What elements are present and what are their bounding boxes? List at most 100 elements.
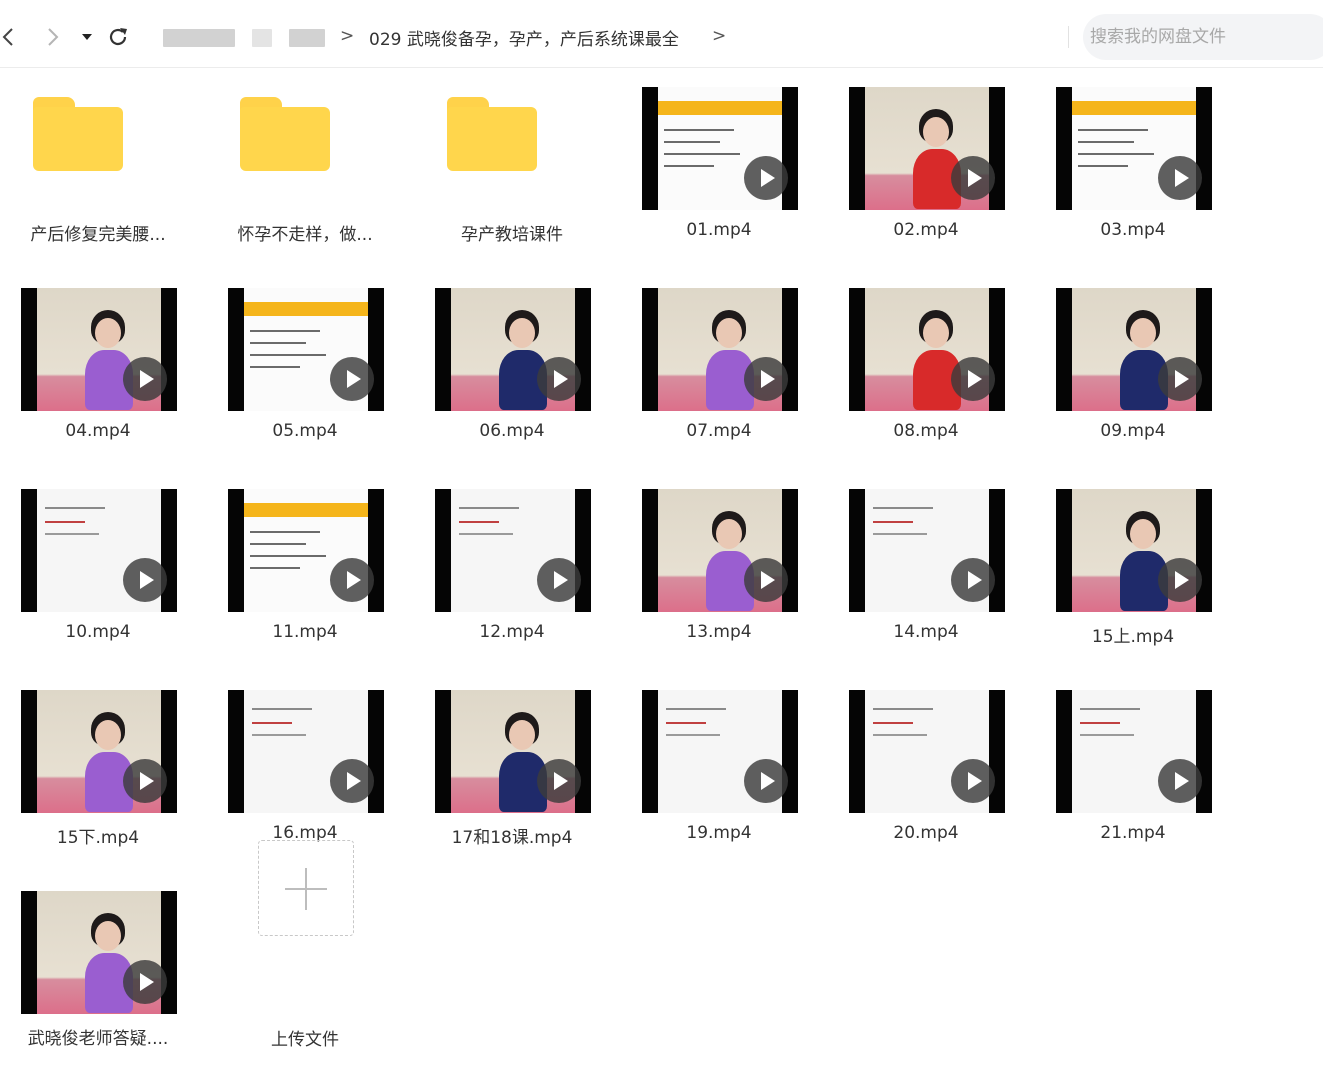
video-thumbnail bbox=[435, 690, 591, 813]
video-file-item[interactable]: 19.mp4 bbox=[621, 673, 801, 863]
play-icon bbox=[1158, 156, 1202, 200]
video-file-item[interactable]: 07.mp4 bbox=[621, 271, 801, 461]
folder-item[interactable]: 怀孕不走样，做... bbox=[207, 70, 387, 260]
play-icon bbox=[537, 558, 581, 602]
video-file-item[interactable]: 16.mp4 bbox=[207, 673, 387, 863]
play-icon bbox=[1158, 357, 1202, 401]
video-thumbnail bbox=[1056, 690, 1212, 813]
video-file-item[interactable]: 04.mp4 bbox=[0, 271, 180, 461]
play-icon bbox=[1158, 759, 1202, 803]
video-file-item[interactable]: 11.mp4 bbox=[207, 472, 387, 662]
breadcrumb-current-folder[interactable]: 029 武晓俊备孕，孕产，产后系统课最全 bbox=[369, 30, 679, 50]
video-file-item[interactable]: 15下.mp4 bbox=[0, 673, 180, 863]
video-thumbnail bbox=[849, 87, 1005, 210]
video-thumbnail bbox=[435, 288, 591, 411]
folder-item[interactable]: 孕产教培课件 bbox=[414, 70, 594, 260]
video-file-item[interactable]: 20.mp4 bbox=[828, 673, 1008, 863]
file-name-label: 20.mp4 bbox=[893, 823, 959, 843]
folder-icon bbox=[240, 97, 330, 171]
file-name-label: 05.mp4 bbox=[272, 421, 338, 441]
back-button[interactable] bbox=[0, 24, 16, 50]
video-thumbnail bbox=[1056, 288, 1212, 411]
video-file-item[interactable]: 17和18课.mp4 bbox=[414, 673, 594, 863]
play-icon bbox=[744, 357, 788, 401]
play-icon bbox=[1158, 558, 1202, 602]
file-name-label: 13.mp4 bbox=[686, 622, 752, 642]
file-name-label: 21.mp4 bbox=[1100, 823, 1166, 843]
file-name-label: 10.mp4 bbox=[65, 622, 131, 642]
play-icon bbox=[123, 759, 167, 803]
video-file-item[interactable]: 08.mp4 bbox=[828, 271, 1008, 461]
file-name-label: 08.mp4 bbox=[893, 421, 959, 441]
play-icon bbox=[330, 357, 374, 401]
file-name-label: 12.mp4 bbox=[479, 622, 545, 642]
breadcrumb-hidden-segment[interactable] bbox=[252, 29, 272, 47]
video-thumbnail bbox=[435, 489, 591, 612]
upload-button[interactable] bbox=[258, 840, 354, 936]
play-icon bbox=[951, 156, 995, 200]
breadcrumb-hidden-segment[interactable] bbox=[289, 29, 325, 47]
file-name-label: 07.mp4 bbox=[686, 421, 752, 441]
file-grid: 产后修复完美腰... 怀孕不走样，做... 孕产教培课件 01.mp4 02.mp4 03… bbox=[0, 70, 1323, 1091]
file-name-label: 11.mp4 bbox=[272, 622, 338, 642]
video-thumbnail bbox=[228, 690, 384, 813]
folder-icon bbox=[447, 97, 537, 171]
file-name-label: 09.mp4 bbox=[1100, 421, 1166, 441]
video-file-item[interactable]: 02.mp4 bbox=[828, 70, 1008, 260]
file-name-label: 产后修复完美腰... bbox=[30, 225, 166, 245]
toolbar: > 029 武晓俊备孕，孕产，产后系统课最全 > bbox=[0, 0, 1323, 68]
video-file-item[interactable]: 06.mp4 bbox=[414, 271, 594, 461]
play-icon bbox=[123, 357, 167, 401]
play-icon bbox=[537, 357, 581, 401]
file-name-label: 03.mp4 bbox=[1100, 220, 1166, 240]
video-thumbnail bbox=[21, 690, 177, 813]
video-thumbnail bbox=[21, 288, 177, 411]
video-thumbnail bbox=[642, 288, 798, 411]
file-name-label: 01.mp4 bbox=[686, 220, 752, 240]
video-file-item[interactable]: 01.mp4 bbox=[621, 70, 801, 260]
video-file-item[interactable]: 09.mp4 bbox=[1035, 271, 1215, 461]
video-thumbnail bbox=[1056, 87, 1212, 210]
video-file-item[interactable]: 13.mp4 bbox=[621, 472, 801, 662]
play-icon bbox=[123, 558, 167, 602]
search-box[interactable] bbox=[1083, 14, 1323, 60]
video-file-item[interactable]: 12.mp4 bbox=[414, 472, 594, 662]
video-file-item[interactable]: 15上.mp4 bbox=[1035, 472, 1215, 662]
play-icon bbox=[537, 759, 581, 803]
video-thumbnail bbox=[228, 489, 384, 612]
file-name-label: 15上.mp4 bbox=[1091, 627, 1175, 647]
file-name-label: 06.mp4 bbox=[479, 421, 545, 441]
upload-label[interactable]: 上传文件 bbox=[271, 1030, 339, 1050]
video-file-item[interactable]: 14.mp4 bbox=[828, 472, 1008, 662]
file-name-label: 17和18课.mp4 bbox=[451, 828, 573, 848]
video-file-item[interactable]: 10.mp4 bbox=[0, 472, 180, 662]
file-name-label: 孕产教培课件 bbox=[461, 225, 563, 245]
video-thumbnail bbox=[642, 690, 798, 813]
folder-icon bbox=[33, 97, 123, 171]
caret-down-icon bbox=[82, 34, 92, 40]
file-name-label: 19.mp4 bbox=[686, 823, 752, 843]
search-input[interactable] bbox=[1090, 27, 1310, 47]
forward-button[interactable] bbox=[44, 24, 62, 50]
file-name-label: 02.mp4 bbox=[893, 220, 959, 240]
refresh-button[interactable] bbox=[106, 24, 130, 50]
video-file-item[interactable]: 21.mp4 bbox=[1035, 673, 1215, 863]
breadcrumb-hidden-segment[interactable] bbox=[163, 29, 235, 47]
file-name-label: 04.mp4 bbox=[65, 421, 131, 441]
history-dropdown-button[interactable] bbox=[80, 24, 94, 50]
play-icon bbox=[330, 759, 374, 803]
breadcrumb-separator: > bbox=[712, 26, 727, 46]
video-file-item[interactable]: 03.mp4 bbox=[1035, 70, 1215, 260]
play-icon bbox=[951, 759, 995, 803]
video-thumbnail bbox=[1056, 489, 1212, 612]
breadcrumb-separator: > bbox=[340, 26, 355, 46]
play-icon bbox=[744, 156, 788, 200]
file-name-label: 16.mp4 bbox=[272, 823, 338, 843]
video-file-item[interactable]: 武晓俊老师答疑.... bbox=[0, 874, 180, 1064]
file-name-label: 怀孕不走样，做... bbox=[237, 225, 373, 245]
play-icon bbox=[744, 558, 788, 602]
video-file-item[interactable]: 05.mp4 bbox=[207, 271, 387, 461]
refresh-icon bbox=[109, 28, 127, 46]
plus-icon bbox=[305, 868, 307, 910]
folder-item[interactable]: 产后修复完美腰... bbox=[0, 70, 180, 260]
